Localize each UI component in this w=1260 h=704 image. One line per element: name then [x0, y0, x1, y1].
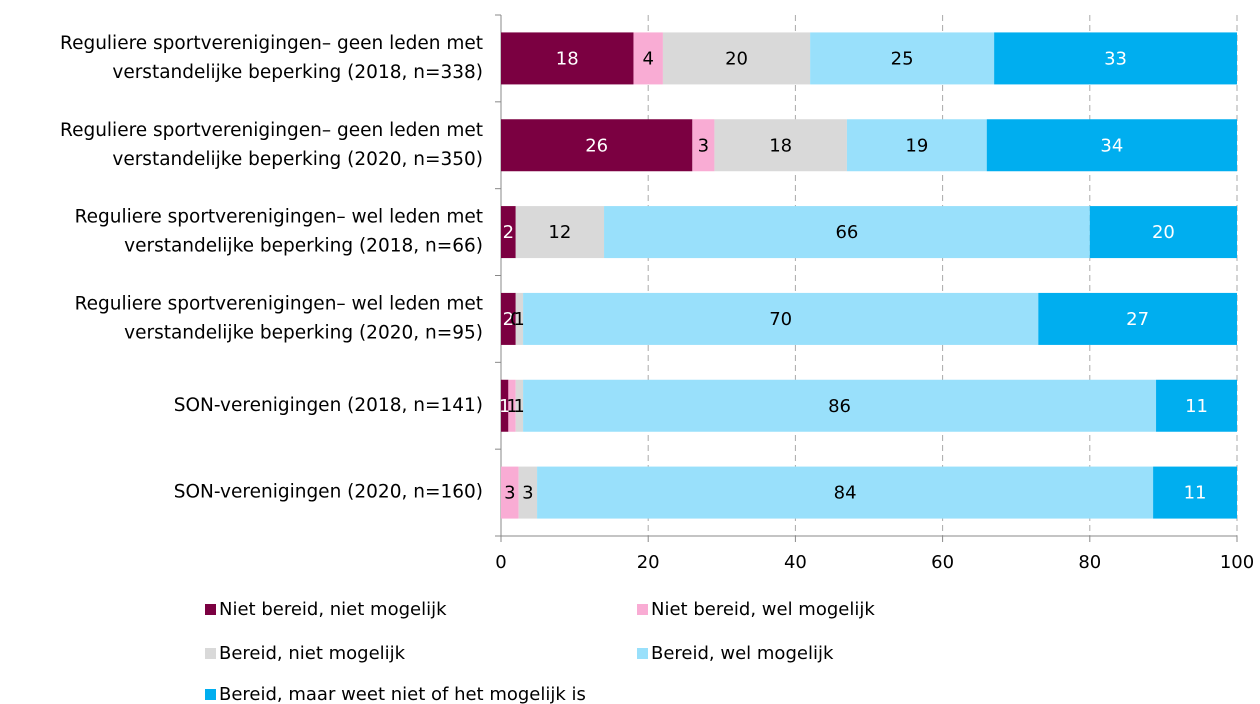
- data-label: 26: [585, 135, 608, 156]
- x-tick-label: 40: [784, 552, 807, 573]
- bar-segment: [501, 32, 634, 85]
- bar-segment: [537, 466, 1154, 519]
- category-label: SON-verenigingen (2020, n=160): [174, 482, 483, 503]
- legend-swatch: [637, 604, 648, 615]
- data-label: 2: [503, 222, 514, 243]
- data-label: 1: [499, 396, 510, 417]
- bar-segment: [994, 32, 1237, 85]
- bar-segment: [515, 206, 605, 259]
- category-label: verstandelijke beperking (2020, n=95): [124, 322, 483, 343]
- bar-segment: [1156, 379, 1237, 432]
- data-label: 18: [769, 135, 792, 156]
- bar-segment: [1089, 206, 1237, 259]
- bar-segment: [518, 466, 538, 519]
- category-label: verstandelijke beperking (2018, n=66): [124, 236, 483, 257]
- legend-swatch: [205, 689, 216, 700]
- data-label: 1: [506, 396, 517, 417]
- category-label: Reguliere sportverenigingen– geen leden …: [60, 120, 483, 141]
- bar-segment: [515, 292, 524, 345]
- bar-segment: [633, 32, 663, 85]
- data-label: 1: [514, 309, 525, 330]
- legend-label: Bereid, niet mogelijk: [219, 643, 406, 664]
- data-label: 12: [548, 222, 571, 243]
- x-tick-label: 100: [1220, 552, 1254, 573]
- bar-segment: [501, 379, 509, 432]
- data-label: 3: [504, 483, 515, 504]
- data-label: 2: [503, 309, 514, 330]
- category-label: SON-verenigingen (2018, n=141): [174, 395, 483, 416]
- bar-segment: [986, 119, 1237, 172]
- data-label: 4: [642, 48, 653, 69]
- bar-segment: [515, 379, 524, 432]
- bar-segment: [501, 119, 693, 172]
- data-label: 25: [891, 48, 914, 69]
- bar-segment: [523, 379, 1157, 432]
- data-label: 20: [725, 48, 748, 69]
- category-label: Reguliere sportverenigingen– wel leden m…: [75, 207, 483, 228]
- legend-label: Niet bereid, wel mogelijk: [651, 599, 875, 620]
- category-label: verstandelijke beperking (2020, n=350): [112, 149, 483, 170]
- bar-segment: [846, 119, 987, 172]
- legend-label: Bereid, maar weet niet of het mogelijk i…: [219, 684, 586, 704]
- bar-segment: [714, 119, 847, 172]
- bar-segment: [1153, 466, 1237, 519]
- legend-swatch: [205, 648, 216, 659]
- bar-segment: [662, 32, 811, 85]
- data-label: 19: [905, 135, 928, 156]
- bar-segment: [501, 206, 516, 259]
- legend-label: Bereid, wel mogelijk: [651, 643, 834, 664]
- x-tick-label: 0: [495, 552, 506, 573]
- bar-segment: [501, 466, 519, 519]
- data-label: 3: [522, 483, 533, 504]
- data-label: 70: [769, 309, 792, 330]
- bar-segment: [501, 292, 516, 345]
- data-label: 1: [514, 396, 525, 417]
- category-label: verstandelijke beperking (2018, n=338): [112, 62, 483, 83]
- x-tick-label: 60: [931, 552, 954, 573]
- legend-swatch: [637, 648, 648, 659]
- legend-label: Niet bereid, niet mogelijk: [219, 599, 447, 620]
- bar-segment: [810, 32, 995, 85]
- data-label: 11: [1185, 396, 1208, 417]
- category-label: Reguliere sportverenigingen– wel leden m…: [75, 293, 483, 314]
- data-label: 84: [834, 483, 857, 504]
- data-label: 3: [698, 135, 709, 156]
- bar-segment: [523, 292, 1039, 345]
- bar-segment: [692, 119, 715, 172]
- x-tick-label: 20: [637, 552, 660, 573]
- data-label: 20: [1152, 222, 1175, 243]
- data-label: 18: [556, 48, 579, 69]
- data-label: 11: [1184, 483, 1207, 504]
- data-label: 86: [828, 396, 851, 417]
- data-label: 27: [1126, 309, 1149, 330]
- bar-segment: [1038, 292, 1237, 345]
- data-label: 66: [835, 222, 858, 243]
- category-label: Reguliere sportverenigingen– geen leden …: [60, 33, 483, 54]
- bar-segment: [508, 379, 516, 432]
- x-tick-label: 80: [1078, 552, 1101, 573]
- legend-swatch: [205, 604, 216, 615]
- bar-segment: [604, 206, 1090, 259]
- data-label: 33: [1104, 48, 1127, 69]
- data-label: 34: [1100, 135, 1123, 156]
